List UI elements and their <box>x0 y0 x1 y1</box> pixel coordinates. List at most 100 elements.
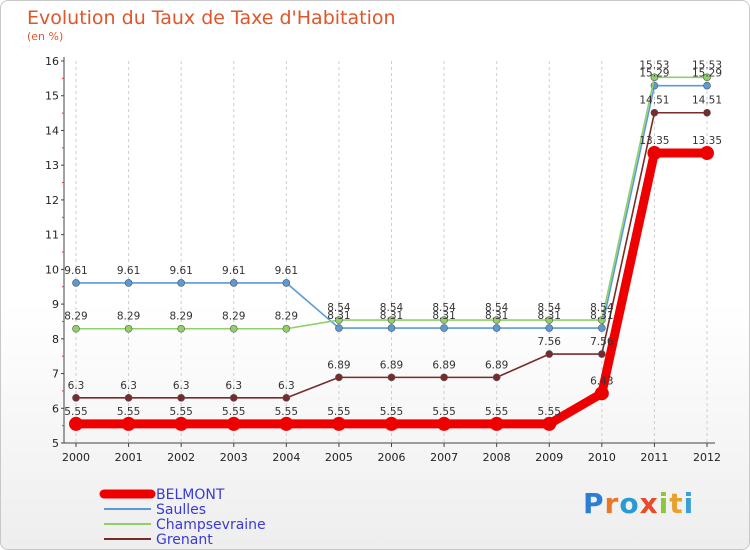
data-label-champsevraine: 8.29 <box>117 311 140 323</box>
y-tick-label: 15 <box>45 90 59 103</box>
data-point-grenant <box>492 373 501 382</box>
unit-label: (en %) <box>27 30 64 43</box>
data-point-champsevraine <box>650 73 659 82</box>
data-point-saulles <box>440 324 448 332</box>
x-tick-label: 2002 <box>167 451 195 464</box>
data-label-belmont: 6.43 <box>590 375 613 387</box>
data-point-champsevraine <box>545 316 554 324</box>
x-tick-label: 2010 <box>588 451 616 464</box>
data-point-grenant <box>650 108 659 117</box>
data-point-champsevraine <box>335 316 343 324</box>
data-point-champsevraine <box>440 316 448 324</box>
data-label-grenant: 7.56 <box>538 336 562 348</box>
data-label-saulles: 8.31 <box>432 310 455 322</box>
data-label-grenant: 6.89 <box>380 359 403 371</box>
data-label-saulles: 9.61 <box>169 265 192 277</box>
data-point-grenant <box>335 373 343 382</box>
x-tick-label: 2011 <box>640 451 668 464</box>
x-tick-label: 2008 <box>483 451 511 464</box>
data-label-belmont: 5.55 <box>64 406 87 418</box>
data-label-belmont: 5.55 <box>117 406 140 418</box>
data-point-saulles <box>335 324 343 332</box>
data-label-champsevraine: 8.29 <box>222 311 245 323</box>
y-tick-label: 5 <box>52 437 59 450</box>
data-label-grenant: 6.3 <box>278 380 295 392</box>
data-point-belmont <box>647 146 662 161</box>
data-label-belmont: 13.35 <box>639 135 669 147</box>
data-point-belmont <box>69 416 83 431</box>
data-label-belmont: 5.55 <box>169 406 192 418</box>
data-label-belmont: 13.35 <box>692 135 722 147</box>
data-label-belmont: 5.55 <box>275 406 298 418</box>
y-tick-label: 9 <box>52 298 59 311</box>
data-point-saulles <box>229 279 238 287</box>
data-point-belmont <box>384 416 399 431</box>
data-label-grenant: 6.3 <box>173 380 190 392</box>
data-label-saulles: 15.29 <box>639 68 669 80</box>
data-point-saulles <box>703 81 711 90</box>
x-tick-label: 2004 <box>272 451 300 464</box>
y-tick-label: 16 <box>45 55 59 68</box>
data-label-belmont: 5.55 <box>485 406 508 418</box>
data-point-saulles <box>492 324 501 332</box>
data-point-grenant <box>598 350 606 358</box>
data-point-saulles <box>72 279 80 287</box>
data-point-belmont <box>279 416 294 431</box>
chart-title: Evolution du Taux de Taxe d'Habitation <box>27 7 396 29</box>
data-label-champsevraine: 8.54 <box>485 302 509 314</box>
data-label-grenant: 6.89 <box>432 359 455 371</box>
data-label-champsevraine: 8.54 <box>327 302 351 314</box>
x-tick-label: 2003 <box>220 451 248 464</box>
data-point-belmont <box>700 146 714 161</box>
data-label-saulles: 9.61 <box>222 265 245 277</box>
data-label-saulles: 8.31 <box>327 310 350 322</box>
data-point-champsevraine <box>124 324 133 333</box>
data-label-champsevraine: 8.54 <box>380 302 404 314</box>
data-point-saulles <box>177 279 185 287</box>
data-label-grenant: 14.51 <box>692 95 722 107</box>
y-tick-label: 8 <box>52 333 59 346</box>
data-point-grenant <box>72 394 80 402</box>
data-point-champsevraine <box>177 324 185 333</box>
data-label-saulles: 8.31 <box>590 310 613 322</box>
data-label-champsevraine: 8.29 <box>64 311 87 323</box>
data-label-champsevraine: 15.53 <box>639 59 669 71</box>
logo-letter: i <box>658 487 670 520</box>
x-tick-label: 2000 <box>62 451 90 464</box>
data-point-champsevraine <box>229 324 238 333</box>
data-label-champsevraine: 8.54 <box>538 302 562 314</box>
data-point-belmont <box>121 416 136 431</box>
logo-letter: o <box>619 487 640 520</box>
data-point-saulles <box>387 324 396 332</box>
data-point-belmont <box>542 416 557 431</box>
data-point-grenant <box>703 108 711 117</box>
y-tick-label: 7 <box>52 368 59 381</box>
legend-label-belmont: BELMONT <box>156 487 225 503</box>
x-tick-label: 2009 <box>535 451 563 464</box>
data-label-grenant: 6.3 <box>225 380 242 392</box>
data-label-saulles: 8.31 <box>380 310 403 322</box>
data-label-grenant: 6.89 <box>327 359 350 371</box>
logo-letter: i <box>683 487 695 520</box>
x-tick-label: 2007 <box>430 451 458 464</box>
x-tick-label: 2012 <box>693 451 721 464</box>
data-point-champsevraine <box>282 324 291 333</box>
data-point-belmont <box>226 416 241 431</box>
data-label-saulles: 9.61 <box>117 265 140 277</box>
data-point-belmont <box>331 416 346 431</box>
data-label-grenant: 6.89 <box>485 359 508 371</box>
y-tick-label: 10 <box>45 263 59 276</box>
data-point-champsevraine <box>598 316 606 324</box>
data-point-grenant <box>229 394 238 402</box>
data-label-saulles: 15.29 <box>692 68 722 80</box>
y-tick-label: 12 <box>45 194 59 207</box>
y-tick-label: 13 <box>45 159 59 172</box>
data-point-grenant <box>124 394 133 402</box>
data-label-grenant: 6.3 <box>68 380 85 392</box>
x-tick-label: 2005 <box>325 451 353 464</box>
data-label-saulles: 8.31 <box>485 310 508 322</box>
data-label-belmont: 5.55 <box>327 406 350 418</box>
y-tick-label: 6 <box>52 402 59 415</box>
